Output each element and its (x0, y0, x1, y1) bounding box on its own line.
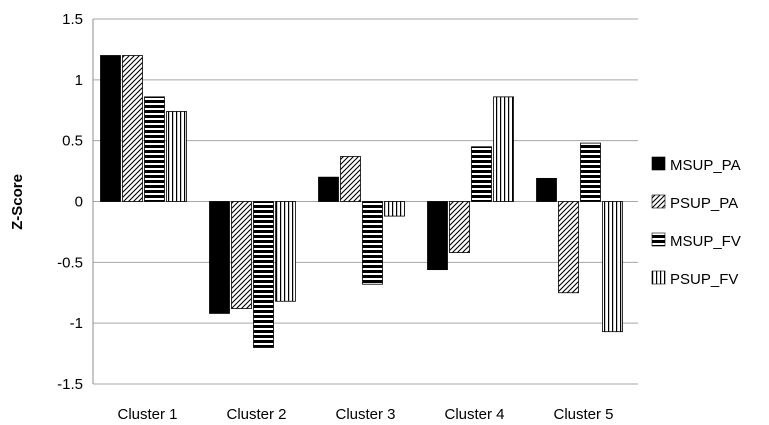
legend-label: PSUP_PA (670, 195, 738, 212)
bar-psup-fv-cluster-2 (275, 201, 296, 302)
bar-msup-fv-cluster-5 (580, 142, 601, 202)
y-tick-label: 1.5 (62, 11, 83, 28)
x-tick-label: Cluster 3 (335, 406, 395, 423)
bar-msup-pa-cluster-3 (318, 176, 339, 202)
y-tick-label: 1 (75, 72, 83, 89)
bar-psup-fv-cluster-4 (493, 96, 514, 202)
bar-psup-pa-cluster-1 (122, 55, 143, 202)
legend-swatch (651, 156, 666, 171)
bar-msup-pa-cluster-4 (427, 201, 448, 271)
y-tick-label: -1.5 (57, 376, 83, 393)
legend-label: MSUP_FV (670, 233, 741, 250)
legend-label: MSUP_PA (670, 157, 741, 174)
bar-psup-pa-cluster-4 (449, 201, 470, 253)
bar-msup-fv-cluster-2 (253, 201, 274, 348)
bar-msup-fv-cluster-1 (144, 96, 165, 202)
bar-msup-pa-cluster-5 (536, 177, 557, 202)
bar-msup-fv-cluster-4 (471, 146, 492, 202)
y-axis-ticks: 1.5 1 0.5 0 -0.5 -1 -1.5 (57, 11, 83, 393)
y-tick-label: 0 (75, 194, 83, 211)
legend-swatch (651, 232, 666, 247)
y-tick-label: 0.5 (62, 133, 83, 150)
bar-psup-pa-cluster-5 (558, 201, 579, 294)
legend: MSUP_PA PSUP_PA MSUP_FV PSUP_FV (651, 156, 741, 288)
x-axis-ticks: Cluster 1 Cluster 2 Cluster 3 Cluster 4 Clus… (117, 406, 613, 423)
bars (100, 55, 623, 348)
legend-swatch (651, 194, 666, 209)
bar-msup-pa-cluster-1 (100, 55, 121, 202)
y-tick-label: -1 (70, 315, 83, 332)
bar-psup-fv-cluster-5 (602, 201, 623, 333)
bar-psup-fv-cluster-3 (384, 201, 405, 217)
y-tick-label: -0.5 (57, 254, 83, 271)
x-tick-label: Cluster 4 (444, 406, 504, 423)
x-tick-label: Cluster 5 (553, 406, 613, 423)
bar-psup-pa-cluster-2 (231, 201, 252, 309)
legend-swatch (651, 270, 666, 285)
bar-msup-pa-cluster-2 (209, 201, 230, 314)
bar-psup-fv-cluster-1 (166, 111, 187, 202)
x-tick-label: Cluster 2 (226, 406, 286, 423)
bar-psup-pa-cluster-3 (340, 156, 361, 202)
bar-msup-fv-cluster-3 (362, 201, 383, 285)
x-tick-label: Cluster 1 (117, 406, 177, 423)
legend-label: PSUP_FV (670, 271, 738, 288)
y-axis-title: Z-Score (9, 174, 26, 230)
